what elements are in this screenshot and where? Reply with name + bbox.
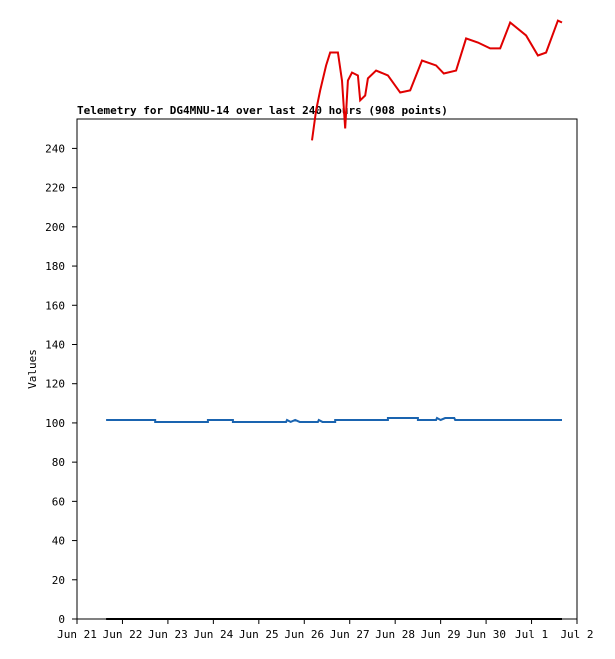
x-tick-label: Jun 29: [421, 628, 461, 641]
y-tick-label: 40: [52, 535, 65, 548]
x-tick-label: Jun 30: [466, 628, 506, 641]
x-tick-label: Jun 25: [239, 628, 279, 641]
x-tick-label: Jul 1: [515, 628, 548, 641]
y-tick-label: 80: [52, 456, 65, 469]
y-tick-label: 0: [58, 613, 65, 626]
x-tick-label: Jun 21: [57, 628, 97, 641]
series-line: [106, 416, 562, 424]
y-axis-label: Values: [26, 349, 39, 389]
y-tick-label: 20: [52, 574, 65, 587]
y-tick-label: 220: [45, 182, 65, 195]
x-tick-label: Jun 26: [284, 628, 324, 641]
x-tick-label: Jun 27: [330, 628, 370, 641]
x-tick-label: Jun 23: [148, 628, 188, 641]
y-tick-label: 160: [45, 299, 65, 312]
x-tick-label: Jun 22: [103, 628, 143, 641]
plot-frame: [76, 118, 578, 620]
y-tick-label: 240: [45, 142, 65, 155]
x-tick-label: Jul 2: [560, 628, 593, 641]
series-line: [311, 19, 563, 141]
x-tick-label: Jun 28: [375, 628, 415, 641]
chart-title: Telemetry for DG4MNU-14 over last 240 ho…: [77, 104, 448, 117]
x-tick-label: Jun 24: [193, 628, 233, 641]
y-tick-label: 180: [45, 260, 65, 273]
y-tick-label: 120: [45, 378, 65, 391]
y-tick-label: 200: [45, 221, 65, 234]
y-tick-label: 140: [45, 338, 65, 351]
y-tick-label: 60: [52, 495, 65, 508]
y-tick-label: 100: [45, 417, 65, 430]
